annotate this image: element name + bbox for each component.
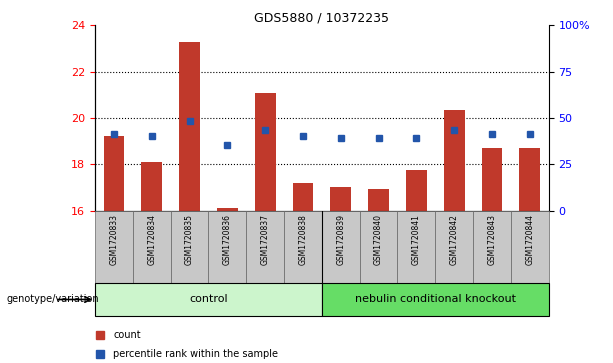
Bar — [473, 211, 511, 283]
Bar — [208, 211, 246, 283]
Bar — [435, 211, 473, 283]
Text: count: count — [113, 330, 141, 340]
Bar — [511, 211, 549, 283]
Bar — [104, 136, 124, 211]
Bar — [482, 148, 502, 211]
Bar — [397, 211, 435, 283]
Bar — [95, 211, 133, 283]
Text: GSM1720838: GSM1720838 — [299, 214, 308, 265]
Bar — [179, 42, 200, 211]
Title: GDS5880 / 10372235: GDS5880 / 10372235 — [254, 11, 389, 24]
Text: GSM1720843: GSM1720843 — [487, 214, 497, 265]
Text: GSM1720844: GSM1720844 — [525, 214, 535, 265]
Bar — [330, 187, 351, 211]
Text: GSM1720834: GSM1720834 — [147, 214, 156, 265]
Bar — [360, 211, 397, 283]
Text: GSM1720839: GSM1720839 — [336, 214, 345, 265]
Bar — [406, 170, 427, 211]
Bar — [142, 162, 162, 211]
Text: control: control — [189, 294, 228, 305]
Bar — [444, 110, 465, 211]
Text: GSM1720840: GSM1720840 — [374, 214, 383, 265]
Bar — [255, 93, 275, 211]
Text: GSM1720835: GSM1720835 — [185, 214, 194, 265]
Bar — [368, 188, 389, 211]
Bar — [322, 283, 549, 316]
Bar — [133, 211, 170, 283]
Bar — [217, 208, 238, 211]
Bar — [95, 283, 322, 316]
Text: GSM1720836: GSM1720836 — [223, 214, 232, 265]
Text: genotype/variation: genotype/variation — [6, 294, 99, 305]
Bar — [170, 211, 208, 283]
Bar — [519, 148, 540, 211]
Text: GSM1720842: GSM1720842 — [449, 214, 459, 265]
Bar — [322, 211, 360, 283]
Text: GSM1720837: GSM1720837 — [261, 214, 270, 265]
Bar — [292, 183, 313, 211]
Bar — [284, 211, 322, 283]
Text: nebulin conditional knockout: nebulin conditional knockout — [355, 294, 516, 305]
Text: GSM1720841: GSM1720841 — [412, 214, 421, 265]
Text: GSM1720833: GSM1720833 — [109, 214, 118, 265]
Text: percentile rank within the sample: percentile rank within the sample — [113, 349, 278, 359]
Bar — [246, 211, 284, 283]
